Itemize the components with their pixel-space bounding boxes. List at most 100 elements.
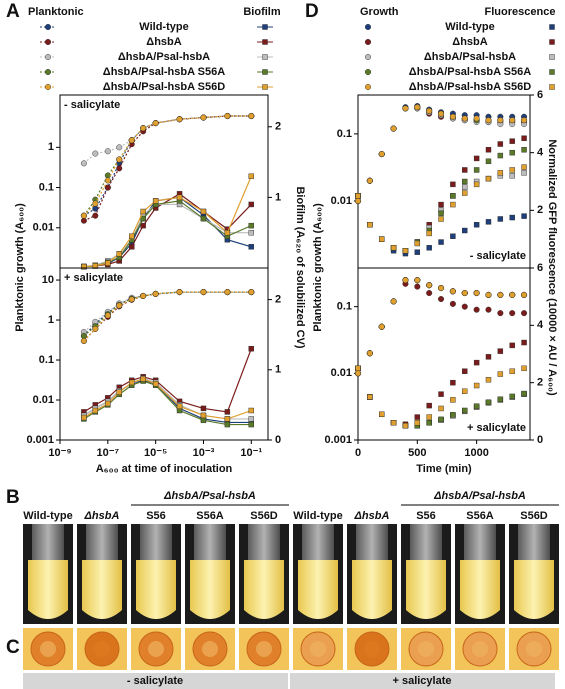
marker (473, 115, 480, 122)
marker (450, 412, 456, 418)
marker (426, 230, 432, 237)
legend-marker (262, 84, 268, 90)
x-axis-label: A₆₀₀ at time of inoculation (96, 463, 233, 475)
marker (200, 412, 207, 419)
marker (521, 213, 527, 219)
tube-glass (86, 524, 118, 564)
marker (224, 409, 231, 415)
marker (521, 164, 527, 170)
tube-liquid (352, 560, 392, 619)
marker (497, 348, 504, 354)
condition-label: + salicylate (392, 675, 451, 687)
marker (390, 298, 397, 305)
marker (497, 396, 504, 402)
marker (414, 420, 421, 426)
x-tick-label: 10⁻³ (193, 447, 215, 459)
marker (473, 306, 480, 313)
legend-marker (365, 83, 372, 90)
marker (355, 365, 361, 372)
marker (224, 113, 231, 120)
marker (248, 229, 254, 236)
marker (497, 141, 504, 147)
marker (129, 379, 135, 386)
x-tick-label: 500 (408, 447, 426, 459)
y-tick-label: 1 (48, 314, 54, 326)
marker (426, 245, 432, 251)
marker (461, 115, 468, 122)
legend-marker (549, 24, 555, 30)
marker (462, 368, 468, 374)
marker (473, 222, 480, 228)
marker (497, 310, 504, 317)
legend-marker (262, 69, 268, 75)
marker (176, 194, 183, 201)
legend-marker (549, 69, 555, 75)
marker (450, 233, 456, 239)
marker (200, 215, 207, 222)
legend-marker (365, 39, 372, 46)
y2-tick-label: 2 (537, 204, 543, 216)
marker (485, 117, 492, 124)
tube-label: ΔhsbA (354, 510, 390, 522)
marker (521, 117, 528, 124)
marker (414, 249, 421, 255)
marker (414, 283, 421, 290)
marker (449, 300, 456, 307)
panel-label: A (6, 1, 20, 22)
y-tick-label: 0.001 (324, 434, 352, 446)
tube-glass (32, 524, 64, 564)
marker (462, 167, 468, 173)
group-label: ΔhsbA/Psal-hsbA (163, 490, 256, 502)
colony-center (418, 641, 434, 657)
x-tick-label: 10⁻⁵ (144, 447, 167, 459)
marker (116, 144, 123, 151)
marker (450, 397, 456, 403)
marker (521, 365, 527, 372)
marker (366, 177, 373, 184)
y2-tick-label: 1 (275, 191, 281, 203)
marker (140, 208, 146, 215)
legend-title: Fluorescence (485, 6, 556, 18)
legend-label: Wild-type (445, 21, 494, 33)
tube-label: S56D (520, 510, 548, 522)
marker (390, 245, 397, 251)
x-tick-label: 10⁻⁷ (97, 447, 120, 459)
marker (414, 414, 421, 420)
marker (248, 173, 254, 179)
y-tick-label: 0.1 (39, 181, 54, 193)
marker (497, 152, 504, 159)
marker (152, 120, 159, 127)
marker (116, 156, 123, 163)
marker (438, 216, 444, 222)
series-line (83, 115, 252, 164)
marker (224, 289, 231, 296)
marker (509, 149, 515, 156)
marker (521, 170, 527, 176)
marker (128, 296, 135, 303)
tube-label: S56 (416, 510, 436, 522)
legend-title: Planktonic (28, 6, 84, 18)
x-tick-label: 10⁻⁹ (48, 447, 71, 459)
tube-liquid (406, 560, 446, 619)
marker (116, 165, 123, 172)
tube-glass (356, 524, 388, 564)
marker (509, 342, 515, 349)
colony-center (40, 641, 56, 657)
marker (485, 377, 492, 383)
marker (92, 212, 99, 219)
marker (116, 389, 122, 395)
tube-label: Wild-type (23, 510, 72, 522)
x-axis-label: Time (min) (416, 463, 472, 475)
marker (80, 332, 87, 339)
marker (140, 215, 146, 222)
marker (438, 239, 444, 245)
tube-label: ΔhsbA (84, 510, 120, 522)
legend-label: ΔhsbA/Psal-hsbA S56A (409, 66, 531, 78)
marker (426, 107, 433, 114)
marker (521, 310, 528, 317)
marker (450, 379, 456, 386)
marker (105, 260, 111, 266)
marker (462, 388, 468, 394)
y-tick-label: 0.1 (337, 301, 352, 313)
